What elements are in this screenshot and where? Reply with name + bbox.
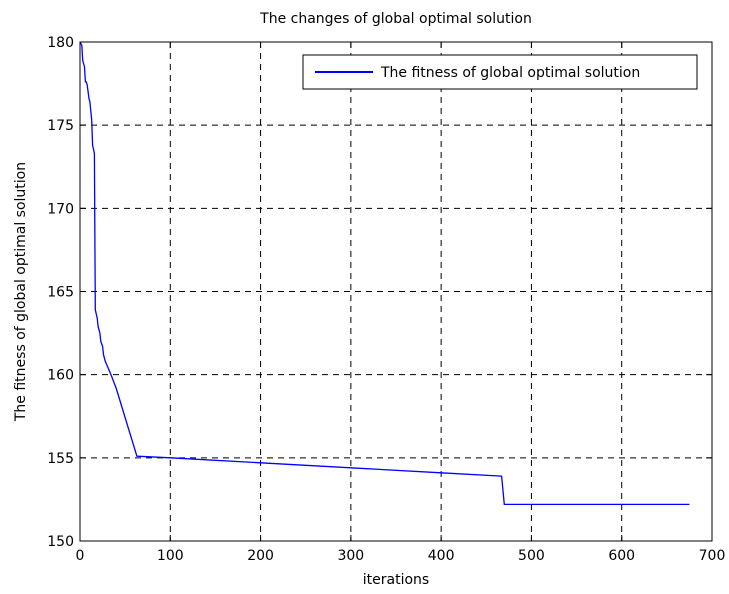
x-tick-label: 100 — [157, 548, 184, 564]
x-tick-label: 600 — [608, 548, 635, 564]
y-tick-label: 180 — [47, 35, 74, 51]
legend-entry-label: The fitness of global optimal solution — [380, 65, 640, 81]
series-layer — [79, 41, 690, 506]
y-tick-label: 170 — [47, 201, 74, 217]
legend: The fitness of global optimal solution — [302, 54, 698, 90]
x-tick-label: 400 — [428, 548, 455, 564]
plot-frame — [79, 41, 713, 542]
y-tick-label: 150 — [47, 534, 74, 550]
x-tick-label: 200 — [247, 548, 274, 564]
x-tick-label: 0 — [76, 548, 85, 564]
y-tick-label: 175 — [47, 118, 74, 134]
y-tick-label: 165 — [47, 285, 74, 301]
x-axis-label: iterations — [363, 572, 429, 588]
y-axis-label: The fitness of global optimal solution — [13, 162, 29, 422]
y-tick-label: 160 — [47, 368, 74, 384]
x-tick-label: 500 — [518, 548, 545, 564]
y-tick-label: 155 — [47, 451, 74, 467]
x-tick-label: 300 — [337, 548, 364, 564]
series-line — [79, 41, 690, 506]
chart-title: The changes of global optimal solution — [259, 11, 532, 27]
x-tick-label: 700 — [699, 548, 726, 564]
axis-ticks: 0 100 200 300 400 500 600 700 150 155 160 165 170 175… — [47, 35, 725, 564]
grid-lines — [80, 41, 712, 541]
